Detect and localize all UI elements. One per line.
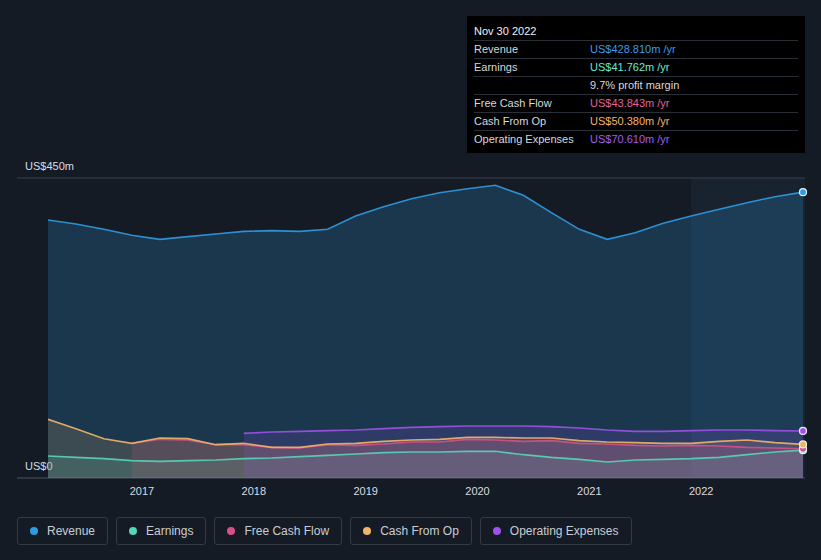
tooltip-label (474, 77, 590, 94)
legend-label: Earnings (146, 524, 193, 538)
tooltip-row: Free Cash FlowUS$43.843m /yr (474, 94, 798, 112)
tooltip-row: 9.7% profit margin (474, 76, 798, 94)
legend-label: Cash From Op (380, 524, 459, 538)
plot-lines (48, 185, 803, 462)
legend-swatch (129, 527, 137, 535)
legend-item[interactable]: Revenue (17, 517, 108, 545)
end-marker (800, 441, 807, 448)
series-line (48, 450, 803, 462)
x-tick-label: 2022 (689, 485, 713, 497)
series-line (48, 419, 803, 447)
legend-swatch (493, 527, 501, 535)
y-tick-label: US$450m (25, 160, 74, 172)
tooltip-value: US$41.762m /yr (590, 59, 798, 76)
x-tick-label: 2018 (242, 485, 266, 497)
legend-label: Operating Expenses (510, 524, 619, 538)
tooltip-row: RevenueUS$428.810m /yr (474, 40, 798, 58)
tooltip-row: Cash From OpUS$50.380m /yr (474, 112, 798, 130)
legend-label: Revenue (47, 524, 95, 538)
series-area (48, 185, 803, 478)
series-area (244, 426, 803, 478)
x-tick-label: 2021 (577, 485, 601, 497)
tooltip-value: 9.7% profit margin (590, 77, 798, 94)
legend: Revenue Earnings Free Cash Flow Cash From O… (17, 517, 632, 545)
end-marker (800, 189, 807, 196)
legend-label: Free Cash Flow (244, 524, 329, 538)
legend-swatch (30, 527, 38, 535)
grid-line (17, 178, 805, 179)
tooltip-label: Revenue (474, 41, 590, 58)
tooltip-value: US$428.810m /yr (590, 41, 798, 58)
legend-swatch (227, 527, 235, 535)
tooltip-label: Free Cash Flow (474, 95, 590, 112)
series-line (244, 426, 803, 433)
tooltip-value: US$50.380m /yr (590, 113, 798, 130)
tooltip-value: US$70.610m /yr (590, 131, 798, 148)
x-tick-label: 2019 (353, 485, 377, 497)
tooltip-label: Operating Expenses (474, 131, 590, 148)
x-tick-label: 2020 (465, 485, 489, 497)
series-area (48, 419, 803, 478)
legend-item[interactable]: Earnings (116, 517, 206, 545)
legend-item[interactable]: Free Cash Flow (214, 517, 342, 545)
series-line (48, 185, 803, 239)
tooltip: Nov 30 2022RevenueUS$428.810m /yrEarning… (467, 16, 805, 153)
legend-item[interactable]: Cash From Op (350, 517, 472, 545)
plot-area (48, 185, 803, 478)
x-tick-label: 2017 (130, 485, 154, 497)
tooltip-row: Operating ExpensesUS$70.610m /yr (474, 130, 798, 148)
tooltip-label: Earnings (474, 59, 590, 76)
tooltip-row: EarningsUS$41.762m /yr (474, 58, 798, 76)
tooltip-value: US$43.843m /yr (590, 95, 798, 112)
legend-swatch (363, 527, 371, 535)
legend-item[interactable]: Operating Expenses (480, 517, 632, 545)
end-marker (800, 427, 807, 434)
tooltip-label: Cash From Op (474, 113, 590, 130)
tooltip-title: Nov 30 2022 (474, 22, 798, 40)
